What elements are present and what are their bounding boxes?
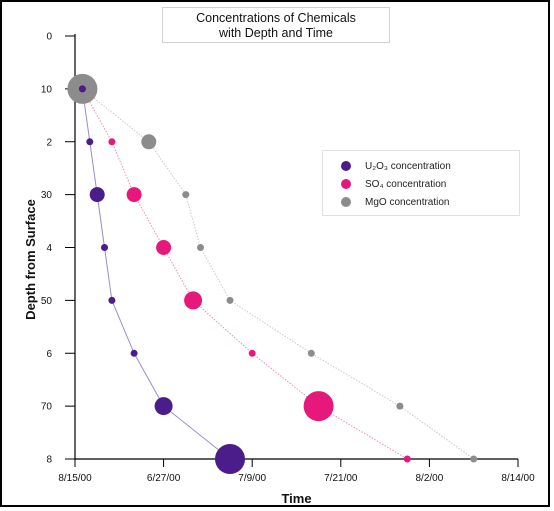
axes	[65, 34, 519, 467]
tick-labels: 0 10 2 30 4 50 6 70 8 8/15/00 6/27/00 7/9/00 7/21/00…	[23, 32, 535, 507]
data-point	[141, 134, 157, 150]
data-point	[396, 402, 404, 410]
data-point	[89, 187, 105, 203]
data-point	[184, 291, 203, 310]
data-point	[470, 455, 478, 463]
data-point	[130, 349, 138, 357]
data-point	[215, 444, 245, 474]
data-point	[126, 187, 142, 203]
x-tick-label: 7/21/00	[324, 473, 358, 484]
y-tick-label: 30	[41, 190, 53, 201]
legend-item-so4: SO₄ concentration	[341, 175, 446, 193]
data-point	[108, 296, 116, 304]
data-point	[303, 391, 334, 422]
y-tick-label: 70	[41, 402, 53, 413]
legend-label-mgo: MgO concentration	[365, 196, 450, 208]
data-point	[197, 244, 204, 251]
legend-marker-so4	[341, 179, 351, 189]
x-tick-label: 8/2/00	[415, 473, 443, 484]
series-points	[67, 73, 478, 474]
chart-title: Concentrations of Chemicals with Depth a…	[162, 7, 390, 43]
y-tick-label: 50	[41, 296, 53, 307]
data-point	[248, 349, 256, 357]
series-line-1	[81, 88, 408, 460]
data-point	[154, 397, 173, 416]
legend-label-so4: SO₄ concentration	[365, 178, 447, 190]
data-point	[78, 85, 86, 93]
data-point	[307, 349, 315, 357]
y-tick-label: 10	[41, 84, 53, 95]
series-line-2	[82, 88, 474, 460]
x-tick-label: 7/9/00	[238, 473, 266, 484]
x-tick-label: 6/27/00	[147, 473, 181, 484]
x-tick-label: 8/14/00	[501, 473, 535, 484]
y-tick-label: 8	[46, 455, 52, 466]
data-point	[182, 191, 190, 199]
data-point	[86, 138, 94, 146]
legend-label-u2o3: U₂O₃ concentration	[365, 160, 451, 172]
x-axis-title: Time	[281, 491, 311, 506]
chart-title-line-1: Concentrations of Chemicals	[196, 11, 356, 25]
legend-marker-u2o3	[341, 161, 351, 171]
data-point	[101, 244, 108, 251]
y-tick-label: 6	[46, 349, 52, 360]
legend-marker-mgo	[341, 197, 351, 207]
legend: U₂O₃ concentration SO₄ concentration MgO…	[322, 150, 520, 216]
x-tick-label: 8/15/00	[58, 473, 92, 484]
data-point	[403, 455, 411, 463]
legend-item-u2o3: U₂O₃ concentration	[341, 157, 451, 175]
data-point	[108, 138, 116, 146]
data-point	[226, 296, 234, 304]
y-tick-label: 0	[46, 32, 52, 43]
series-line-0	[81, 88, 231, 460]
y-axis-title: Depth from Surface	[23, 199, 38, 320]
y-tick-label: 4	[46, 243, 52, 254]
data-point	[156, 240, 172, 255]
series-lines	[81, 88, 474, 460]
chart-title-line-2: with Depth and Time	[219, 26, 333, 40]
legend-item-mgo: MgO concentration	[341, 193, 450, 211]
y-tick-label: 2	[46, 137, 52, 148]
